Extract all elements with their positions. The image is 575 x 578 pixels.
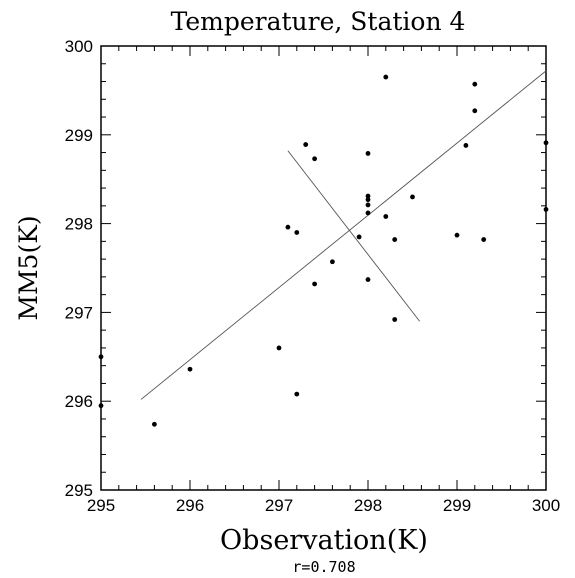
data-point bbox=[98, 403, 104, 409]
data-point bbox=[383, 214, 389, 219]
plot-area bbox=[100, 45, 547, 491]
data-point bbox=[294, 391, 300, 397]
data-point bbox=[303, 142, 309, 147]
data-point bbox=[481, 237, 487, 242]
data-point bbox=[365, 210, 371, 216]
x-tick-label: 298 bbox=[354, 496, 382, 515]
data-point bbox=[454, 232, 460, 238]
data-point bbox=[392, 237, 398, 242]
data-point bbox=[356, 234, 362, 240]
chart-title: Temperature, Station 4 bbox=[171, 7, 466, 36]
y-tick-label: 300 bbox=[65, 37, 93, 56]
x-tick-label: 300 bbox=[532, 496, 560, 515]
data-points bbox=[98, 74, 549, 427]
perpendicular-line bbox=[287, 150, 420, 322]
data-point bbox=[543, 140, 549, 146]
data-point bbox=[472, 81, 478, 87]
y-tick-label: 298 bbox=[65, 215, 93, 234]
data-point bbox=[392, 317, 398, 322]
y-tick-label: 297 bbox=[65, 303, 93, 322]
data-point bbox=[276, 345, 282, 351]
x-axis-label: Observation(K) bbox=[220, 525, 428, 556]
x-tick-label: 295 bbox=[87, 496, 115, 515]
data-point bbox=[365, 151, 371, 156]
data-point bbox=[365, 197, 371, 203]
data-point bbox=[463, 143, 469, 148]
data-point bbox=[410, 194, 415, 200]
correlation-annotation: r=0.708 bbox=[292, 558, 355, 576]
data-point bbox=[365, 193, 371, 199]
regression-line bbox=[140, 70, 547, 400]
data-point bbox=[152, 421, 157, 427]
y-axis-label: MM5(K) bbox=[14, 215, 43, 320]
data-point bbox=[312, 156, 317, 162]
data-point bbox=[383, 74, 389, 80]
axis-ticks: 295 296 297 298 299 300 295 296 297 298 299 300 bbox=[65, 37, 561, 515]
fit-lines bbox=[140, 70, 547, 400]
data-point bbox=[98, 354, 104, 360]
data-point bbox=[294, 230, 300, 235]
plot-frame bbox=[100, 45, 547, 491]
data-point bbox=[330, 259, 335, 265]
y-tick-label: 295 bbox=[65, 481, 93, 500]
y-tick-label: 299 bbox=[65, 126, 93, 145]
data-point bbox=[543, 206, 549, 212]
x-tick-label: 296 bbox=[176, 496, 204, 515]
data-point bbox=[365, 277, 371, 282]
y-tick-label: 296 bbox=[65, 392, 93, 411]
x-tick-label: 299 bbox=[443, 496, 471, 515]
data-point bbox=[312, 281, 317, 287]
x-tick-label: 297 bbox=[265, 496, 293, 515]
data-point bbox=[472, 108, 478, 114]
data-point bbox=[285, 224, 291, 230]
data-point bbox=[187, 366, 193, 372]
data-point bbox=[365, 202, 371, 208]
